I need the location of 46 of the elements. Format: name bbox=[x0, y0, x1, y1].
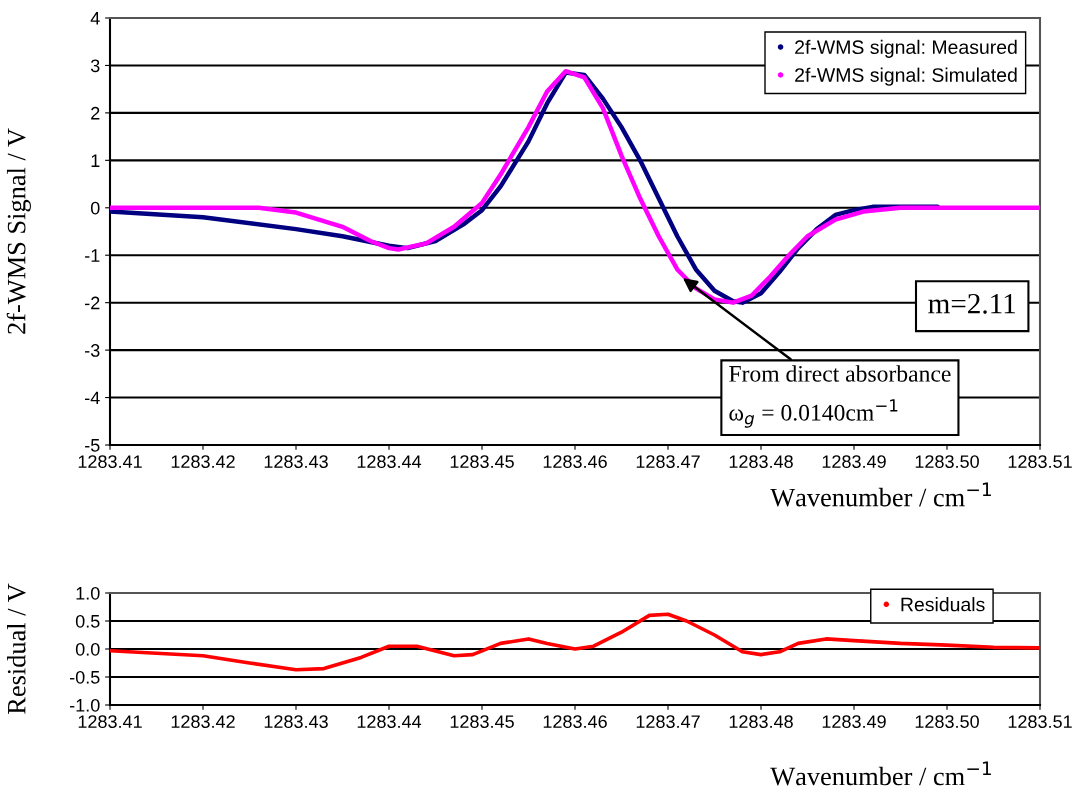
y-tick-label: -3 bbox=[85, 344, 100, 357]
x-axis-title: Wavenumber / cm$^{−1}$ bbox=[770, 761, 991, 786]
y-tick-label: 2 bbox=[91, 106, 100, 120]
y-tick-label: 0.0 bbox=[75, 642, 100, 656]
x-tick-label: 1283.50 bbox=[915, 715, 979, 728]
x-tick-label: 1283.43 bbox=[264, 455, 328, 468]
legend-label: 2f-WMS signal: Simulated bbox=[795, 67, 1017, 86]
y-tick-label: 1 bbox=[91, 154, 100, 167]
x-axis-title: Wavenumber / cm$^{−1}$ bbox=[770, 482, 991, 507]
x-tick-label: 1283.50 bbox=[915, 455, 979, 468]
y-axis-title: 2f-WMS Signal / V bbox=[6, 128, 31, 334]
x-tick-label: 1283.45 bbox=[450, 455, 514, 468]
x-tick-label: 1283.44 bbox=[357, 715, 422, 728]
x-tick-label: 1283.41 bbox=[78, 715, 142, 728]
x-tick-label: 1283.47 bbox=[636, 455, 700, 468]
x-tick-label: 1283.42 bbox=[171, 455, 235, 468]
y-axis-title: Residual / V bbox=[7, 583, 26, 714]
y-tick-label: 4 bbox=[90, 12, 100, 25]
x-tick-label: 1283.48 bbox=[729, 715, 793, 728]
x-tick-label: 1283.45 bbox=[450, 715, 514, 728]
x-tick-label: 1283.46 bbox=[543, 715, 607, 728]
x-tick-label: 1283.46 bbox=[543, 455, 607, 468]
x-tick-label: 1283.51 bbox=[1008, 455, 1072, 468]
annotation: m=2.11 bbox=[928, 293, 1015, 314]
y-tick-label: -4 bbox=[85, 391, 100, 405]
y-tick-label: 1.0 bbox=[76, 586, 100, 600]
x-tick-label: 1283.49 bbox=[822, 715, 886, 728]
x-tick-label: 1283.41 bbox=[78, 455, 142, 468]
y-tick-label: -5 bbox=[85, 439, 100, 452]
legend-label: 2f-WMS signal: Measured bbox=[795, 39, 1017, 58]
annotation: From direct absorbance ω$_{g}$ = 0.0140cm$^{−1}$ bbox=[729, 365, 951, 428]
y-tick-label: 3 bbox=[90, 59, 100, 73]
x-tick-label: 1283.43 bbox=[264, 715, 328, 728]
x-tick-label: 1283.49 bbox=[822, 455, 886, 468]
y-tick-label: 0 bbox=[90, 201, 100, 215]
x-tick-label: 1283.44 bbox=[357, 455, 422, 468]
x-tick-label: 1283.47 bbox=[636, 715, 700, 728]
y-tick-label: -1 bbox=[85, 249, 100, 262]
y-tick-label: -2 bbox=[85, 296, 100, 310]
y-tick-label: -1.0 bbox=[69, 698, 100, 712]
x-tick-label: 1283.48 bbox=[729, 455, 793, 468]
y-tick-label: 0.5 bbox=[75, 614, 100, 628]
x-tick-label: 1283.51 bbox=[1008, 715, 1072, 728]
y-tick-label: -0.5 bbox=[69, 670, 100, 684]
legend-label: Residuals bbox=[901, 597, 985, 612]
x-tick-label: 1283.42 bbox=[171, 715, 235, 728]
